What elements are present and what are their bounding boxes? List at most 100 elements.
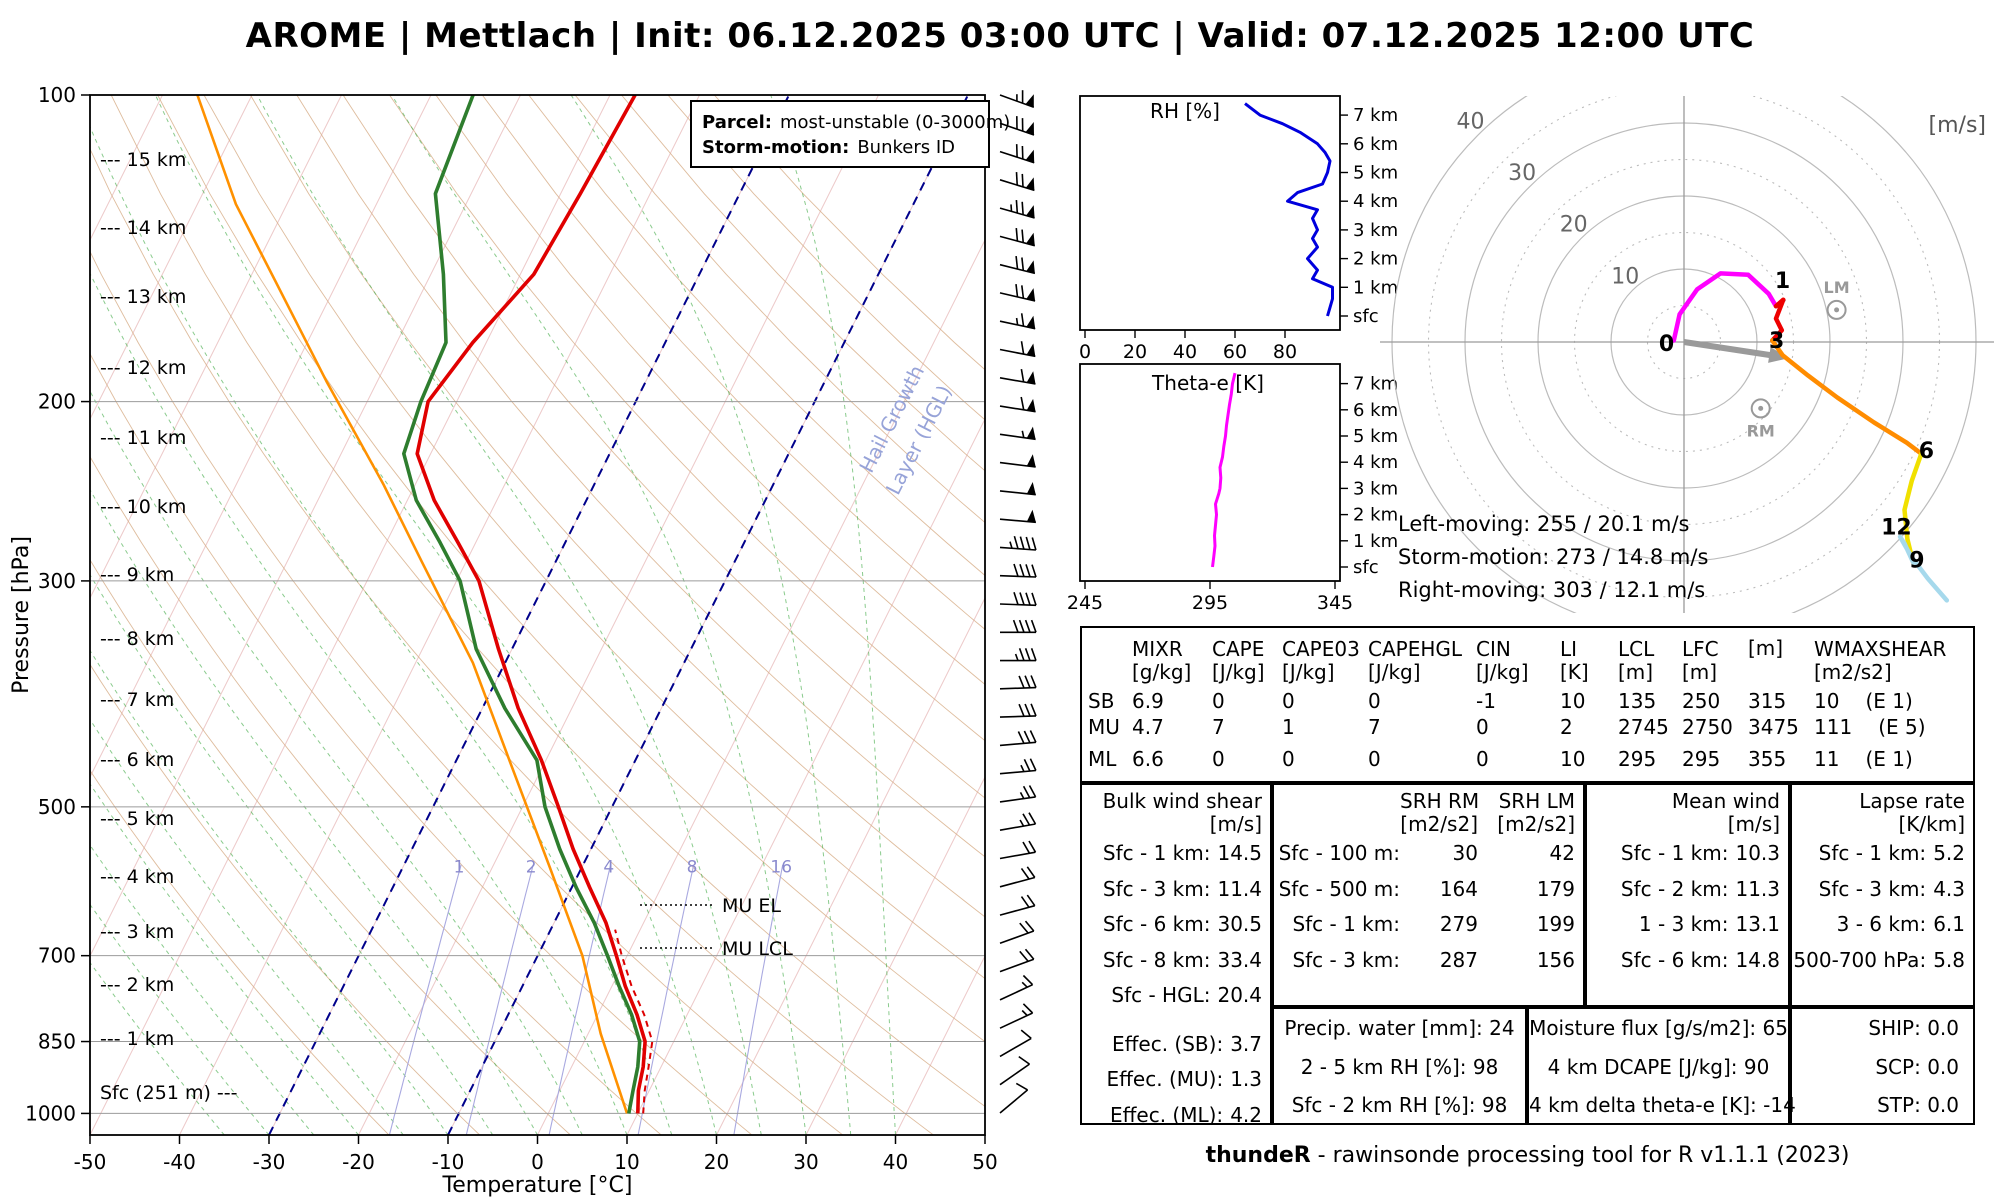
- height-label: --- 10 km: [100, 496, 186, 518]
- thetae-height-label: sfc: [1353, 557, 1379, 578]
- rh-tick-label: 60: [1223, 341, 1247, 363]
- skewt-legend: Parcel: most-unstable (0-3000m) Storm-mot…: [690, 100, 1010, 168]
- col-unit: [m2/s2]: [1814, 660, 1892, 684]
- rh-height-label: 2 km: [1353, 249, 1398, 270]
- indices-row-sb: SB 6.9 0 0 0 -1 10 135 250 315 10 (E 1): [1082, 683, 1973, 715]
- col-name: CAPEHGL: [1368, 637, 1463, 661]
- legend-parcel-label: Parcel:: [702, 112, 772, 133]
- moisture-panel-2: Moisture flux [g/s/m2]: 65 4 km DCAPE [J…: [1527, 1007, 1796, 1125]
- mixing-ratio-label: 4: [603, 858, 614, 878]
- row-label: SB: [1088, 689, 1115, 713]
- legend-storm-row: Storm-motion: Bunkers ID: [702, 135, 978, 160]
- legend-storm-label: Storm-motion:: [702, 137, 850, 158]
- col-name: CAPE: [1212, 637, 1265, 661]
- x-tick-label: 30: [793, 1150, 818, 1174]
- thetae-height-label: 1 km: [1353, 531, 1398, 552]
- hodo-height-label: 12: [1881, 516, 1912, 541]
- pressure-tick-label: 700: [38, 944, 76, 968]
- hgl-isotherm-line: [268, 95, 790, 1135]
- indices-row-ml: ML 6.6 0 0 0 0 10 295 295 355 11 (E 1): [1082, 747, 1973, 779]
- height-label: --- 11 km: [100, 427, 186, 449]
- parcel-curve: [196, 95, 629, 1114]
- hodo-ring-label: 10: [1611, 264, 1639, 289]
- col-name: LFC: [1682, 637, 1719, 661]
- col-name: CAPE03: [1282, 637, 1360, 661]
- height-label: --- 12 km: [100, 357, 186, 379]
- rh-height-label: 3 km: [1353, 220, 1398, 241]
- height-label: --- 13 km: [100, 286, 186, 308]
- pressure-tick-label: 200: [38, 390, 76, 414]
- x-tick-label: 50: [972, 1150, 997, 1174]
- mixing-ratio-label: 16: [770, 858, 792, 878]
- srh-lm-header: SRH LM: [1498, 789, 1575, 813]
- pressure-tick-label: 100: [38, 83, 76, 107]
- hodograph-panel: 10 20 30 40 LM RM 0 1 3 6 12 9 [m/s]: [1380, 96, 1994, 613]
- pressure-tick-label: 1000: [25, 1101, 76, 1125]
- thetae-tick-label: 345: [1317, 592, 1353, 614]
- rh-tick-label: 40: [1173, 341, 1197, 363]
- rh-height-label: 6 km: [1353, 134, 1398, 155]
- mean-wind-panel: Mean wind [m/s] Sfc - 1 km: 10.3 Sfc - 2 …: [1585, 783, 1790, 1007]
- temperature-curve: [415, 95, 647, 1114]
- height-label: --- 3 km: [100, 921, 174, 943]
- footer-text: - rawinsonde processing tool for R v1.1.…: [1310, 1143, 1850, 1168]
- thetae-tick-label: 295: [1192, 592, 1228, 614]
- wind-barbs: [999, 90, 1037, 1114]
- right-moving-text: Right-moving: 303 / 12.1 m/s: [1398, 578, 1706, 602]
- col-unit: [m]: [1618, 660, 1654, 684]
- legend-parcel-row: Parcel: most-unstable (0-3000m): [702, 110, 1010, 135]
- height-label: --- 6 km: [100, 749, 174, 771]
- panel-unit: [m/s]: [1727, 812, 1780, 836]
- rh-height-label: 4 km: [1353, 191, 1398, 212]
- surface-height-label: Sfc (251 m) ---: [100, 1082, 237, 1104]
- rh-title: RH [%]: [1150, 99, 1220, 123]
- pressure-tick-label: 500: [38, 795, 76, 819]
- page-title: AROME | Mettlach | Init: 06.12.2025 03:0…: [245, 16, 1755, 56]
- x-tick-label: 10: [614, 1150, 639, 1174]
- parcel-virtual-curve: [614, 929, 654, 1114]
- panel-title: Bulk wind shear: [1102, 789, 1262, 813]
- mu-el-label: MU EL: [722, 895, 781, 917]
- srh-rm-header: SRH RM: [1400, 789, 1480, 813]
- row-label: ML: [1088, 747, 1117, 771]
- x-axis-title: Temperature [°C]: [442, 1173, 633, 1198]
- rh-panel: RH [%] 0 20 40 60 80 sfc 1 km 2 km 3 km 4 km 5 km 6 …: [1079, 95, 1398, 363]
- hodograph-segment: [1770, 338, 1924, 456]
- storm-motion-text: Storm-motion: 273 / 14.8 m/s: [1398, 545, 1709, 569]
- thetae-height-label: 7 km: [1353, 374, 1398, 395]
- col-unit: [m]: [1682, 660, 1718, 684]
- thetae-height-label: 4 km: [1353, 452, 1398, 473]
- col-unit: [J/kg]: [1368, 660, 1421, 684]
- hgl-isotherm-line: [447, 95, 969, 1135]
- height-label: --- 7 km: [100, 689, 174, 711]
- storm-marker-label: RM: [1747, 421, 1775, 440]
- col-name: WMAXSHEAR: [1814, 637, 1947, 661]
- height-label: --- 1 km: [100, 1028, 174, 1050]
- hodo-height-label: 0: [1659, 332, 1674, 357]
- hodo-height-label: 6: [1919, 439, 1934, 464]
- rh-height-label: 5 km: [1353, 163, 1398, 184]
- thetae-title: Theta-e [K]: [1151, 371, 1264, 395]
- lapse-rate-panel: Lapse rate [K/km] Sfc - 1 km: 5.2 Sfc - 3…: [1790, 783, 1975, 1007]
- height-label: --- 9 km: [100, 564, 174, 586]
- col-name: CIN: [1476, 637, 1511, 661]
- panel-title: Mean wind: [1671, 789, 1780, 813]
- rh-tick-label: 0: [1079, 341, 1091, 363]
- mixing-ratio-label: 2: [526, 858, 537, 878]
- col-unit: [J/kg]: [1476, 660, 1529, 684]
- hodo-height-label: 1: [1775, 269, 1790, 294]
- row-label: MU: [1088, 715, 1120, 739]
- rh-height-label: 7 km: [1353, 105, 1398, 126]
- y-axis-title: Pressure [hPa]: [9, 536, 34, 694]
- height-label: --- 4 km: [100, 866, 174, 888]
- indices-row-mu: MU 4.7 7 1 7 0 2 2745 2750 3475 111 (E 5): [1082, 715, 1973, 747]
- footer: thundeR - rawinsonde processing tool for…: [1080, 1143, 1975, 1168]
- thetae-height-label: 6 km: [1353, 400, 1398, 421]
- thetae-height-label: 3 km: [1353, 478, 1398, 499]
- x-tick-label: -50: [74, 1150, 107, 1174]
- hodo-height-label: 9: [1909, 549, 1924, 574]
- mu-lcl-label: MU LCL: [722, 938, 793, 960]
- indices-grid: MIXR [g/kg] CAPE [J/kg] CAPE03 [J/kg] CAPEH…: [1082, 628, 1973, 779]
